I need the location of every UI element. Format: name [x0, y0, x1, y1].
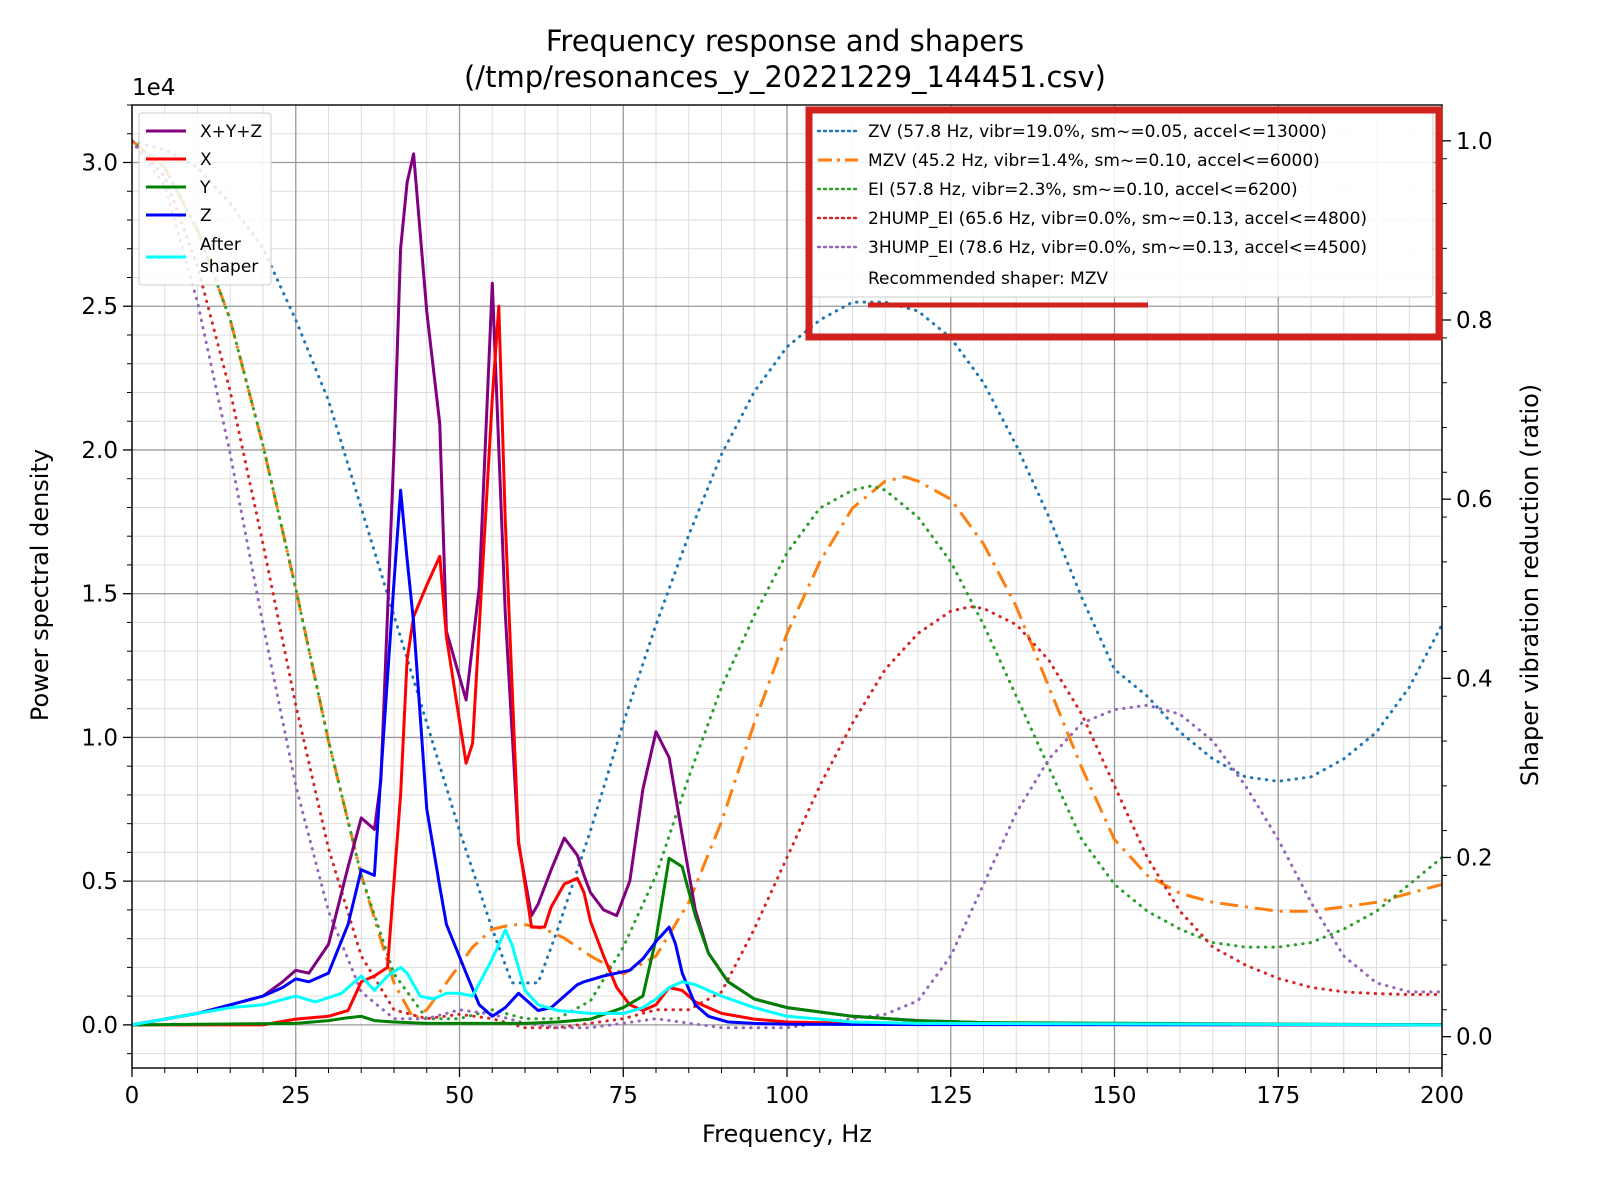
legend-label-after-shaper: After shaper: [200, 235, 258, 277]
axes-ticks: 0 25 50 75 100 125 150 175 200 0.0 0.5 1.0 1.5 2.0 2.5…: [81, 104, 1493, 1109]
x-tick-label: 50: [445, 1083, 474, 1109]
series-line-ei: [132, 139, 1442, 1021]
y-tick-label: 0.0: [81, 1013, 118, 1039]
y-tick-label: 1.0: [81, 725, 118, 751]
legend-label-mzv: MZV (45.2 Hz, vibr=1.4%, sm~=0.10, accel…: [868, 151, 1320, 171]
y-tick-label: 1.5: [81, 582, 118, 608]
y-axis-title: Power spectral density: [26, 449, 54, 721]
y-tick-label: 3.0: [81, 150, 118, 176]
x-tick-label: 200: [1420, 1083, 1464, 1109]
chart-title: Frequency response and shapers: [546, 24, 1024, 58]
y-offset-label: 1e4: [132, 75, 175, 101]
legend-label-z: Z: [200, 206, 212, 226]
legend-label-zv: ZV (57.8 Hz, vibr=19.0%, sm~=0.05, accel…: [868, 122, 1327, 142]
x-tick-label: 25: [281, 1083, 310, 1109]
x-axis-title: Frequency, Hz: [702, 1120, 872, 1148]
highlight-box: [805, 106, 1443, 341]
y2-tick-label: 0.6: [1456, 487, 1493, 513]
y2-tick-label: 0.4: [1456, 666, 1493, 692]
y2-tick-label: 0.8: [1456, 308, 1493, 334]
y2-tick-label: 1.0: [1456, 129, 1493, 155]
legend-label-y: Y: [199, 178, 211, 198]
series-line-x: [132, 304, 1442, 1027]
x-tick-label: 175: [1256, 1083, 1300, 1109]
chart-subtitle: (/tmp/resonances_y_20221229_144451.csv): [464, 60, 1106, 94]
legend-label-3hump-ei: 3HUMP_EI (78.6 Hz, vibr=0.0%, sm~=0.13, …: [868, 238, 1367, 258]
legend-label-x: X: [200, 150, 212, 170]
series-line-2hump-ei: [132, 139, 1442, 1030]
series-line-z: [132, 488, 1442, 1027]
legend-label-xyz: X+Y+Z: [200, 122, 262, 142]
legend-label-2hump-ei: 2HUMP_EI (65.6 Hz, vibr=0.0%, sm~=0.13, …: [868, 209, 1367, 229]
series-line-after: [132, 928, 1442, 1027]
x-tick-label: 0: [125, 1083, 140, 1109]
legend-label-after-shaper-line2: shaper: [200, 257, 258, 277]
y2-tick-label: 0.2: [1456, 845, 1493, 871]
legend-left: X+Y+Z X Y Z After shaper: [138, 112, 272, 286]
series-line-3hump-ei: [132, 139, 1442, 1030]
legend-right: ZV (57.8 Hz, vibr=19.0%, sm~=0.05, accel…: [810, 112, 1434, 298]
y-tick-label: 0.5: [81, 869, 118, 895]
y2-tick-label: 0.0: [1456, 1025, 1493, 1051]
series-line-mzv: [132, 139, 1442, 1021]
legend-left-box: [138, 112, 272, 286]
x-tick-label: 75: [609, 1083, 638, 1109]
series-line-y: [132, 856, 1442, 1027]
series-group: [132, 139, 1442, 1030]
y-tick-label: 2.0: [81, 438, 118, 464]
legend-label-after-shaper-line1: After: [200, 235, 241, 255]
series-line-zv: [132, 139, 1442, 985]
y-tick-label: 2.5: [81, 294, 118, 320]
x-tick-label: 100: [765, 1083, 809, 1109]
y2-axis-title: Shaper vibration reduction (ratio): [1516, 384, 1544, 786]
legend-label-ei: EI (57.8 Hz, vibr=2.3%, sm~=0.10, accel<…: [868, 180, 1298, 200]
recommended-shaper-label: Recommended shaper: MZV: [868, 269, 1108, 289]
x-tick-label: 125: [929, 1083, 973, 1109]
x-tick-label: 150: [1093, 1083, 1137, 1109]
